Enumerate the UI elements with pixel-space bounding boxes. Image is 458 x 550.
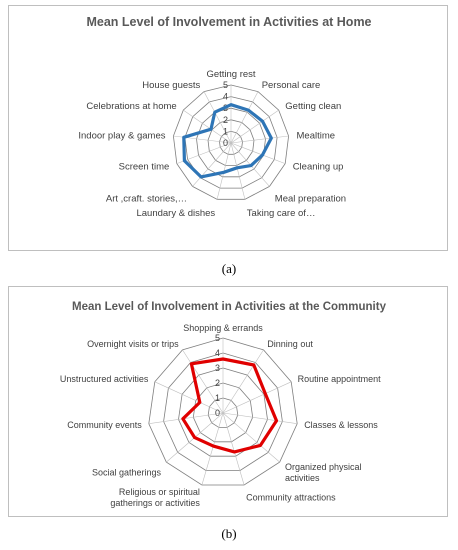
radial-tick-label: 5 bbox=[223, 80, 228, 90]
grid-ring bbox=[219, 130, 243, 155]
data-point bbox=[259, 444, 262, 447]
data-point bbox=[235, 166, 239, 170]
axis-spoke bbox=[222, 412, 298, 424]
axis-spoke bbox=[222, 381, 292, 414]
radial-tick-label: 3 bbox=[215, 363, 220, 373]
radar-chart-community: Mean Level of Involvement in Activities … bbox=[60, 301, 387, 508]
chart-panel-community: Mean Level of Involvement in Activities … bbox=[8, 286, 448, 517]
radial-tick-label: 1 bbox=[215, 393, 220, 403]
data-point bbox=[209, 127, 213, 131]
grid-ring bbox=[207, 397, 239, 428]
data-point bbox=[190, 362, 193, 366]
data-point bbox=[270, 136, 273, 140]
data-point bbox=[275, 419, 278, 422]
axis-label: Shopping & errands bbox=[183, 323, 263, 333]
data-point bbox=[193, 436, 196, 439]
data-point bbox=[199, 175, 203, 179]
chart-title: Mean Level of Involvement in Activities … bbox=[72, 301, 387, 313]
radial-tick-label: 1 bbox=[223, 126, 228, 136]
axis-spoke bbox=[148, 412, 224, 424]
axis-label: Personal care bbox=[262, 80, 321, 91]
data-point bbox=[233, 450, 236, 454]
data-point bbox=[182, 136, 186, 139]
grid-ring bbox=[196, 107, 266, 178]
series-line bbox=[181, 357, 279, 454]
axis-spoke bbox=[230, 91, 259, 144]
data-point bbox=[261, 153, 264, 157]
data-point bbox=[229, 103, 233, 106]
data-point bbox=[213, 110, 217, 114]
axis-spoke bbox=[222, 412, 245, 486]
axis-spoke bbox=[154, 381, 224, 414]
axis-spoke bbox=[230, 109, 279, 144]
data-point bbox=[222, 171, 226, 174]
axis-spoke bbox=[182, 349, 224, 414]
radar-chart-home: Mean Level of Involvement in Activities … bbox=[78, 15, 371, 219]
radial-tick-label: 4 bbox=[223, 92, 228, 102]
axis-label: Community events bbox=[67, 420, 142, 430]
axis-label: Taking care of… bbox=[247, 208, 316, 219]
radial-tick-label: 2 bbox=[215, 378, 220, 388]
chart-title: Mean Level of Involvement in Activities … bbox=[86, 15, 371, 29]
axis-spoke bbox=[230, 142, 286, 164]
axis-spoke bbox=[222, 412, 280, 463]
data-point bbox=[261, 120, 264, 123]
axis-spoke bbox=[201, 412, 224, 486]
axis-spoke bbox=[230, 135, 289, 144]
axis-spoke bbox=[183, 109, 232, 144]
caption-a: (a) bbox=[221, 261, 237, 276]
axis-label: Getting clean bbox=[285, 101, 341, 112]
data-point bbox=[249, 164, 253, 167]
grid-ring bbox=[172, 84, 290, 200]
data-point bbox=[212, 444, 215, 448]
axis-label: Unstructured activities bbox=[60, 374, 149, 384]
axis-label: House guests bbox=[142, 80, 200, 91]
axis-spoke bbox=[222, 349, 264, 414]
axis-label: Dinning out bbox=[267, 339, 313, 349]
chart-panel-home: Mean Level of Involvement in Activities … bbox=[8, 5, 448, 251]
axis-label: Mealtime bbox=[297, 130, 336, 141]
axis-label: Indoor play & games bbox=[78, 130, 165, 141]
radial-tick-label: 0 bbox=[215, 408, 220, 418]
axis-label: Art ,craft. stories,… bbox=[106, 194, 187, 205]
axis-label: Meal preparation bbox=[275, 194, 346, 205]
axis-label: Celebrations at home bbox=[86, 101, 176, 112]
data-point bbox=[247, 108, 250, 112]
axis-spoke bbox=[192, 142, 232, 187]
data-point bbox=[264, 392, 267, 395]
axis-label: Cleaning up bbox=[293, 162, 344, 173]
data-point bbox=[181, 417, 185, 421]
axis-label: Getting rest bbox=[206, 69, 255, 80]
axis-label: Screen time bbox=[119, 162, 170, 173]
axis-label: Routine appointment bbox=[298, 374, 382, 384]
radial-tick-label: 5 bbox=[215, 333, 220, 343]
data-point bbox=[183, 159, 186, 162]
axis-label: Social gatherings bbox=[92, 467, 162, 477]
axis-label: Classes & lessons bbox=[304, 420, 378, 430]
radial-tick-label: 4 bbox=[215, 348, 220, 358]
series-line bbox=[182, 103, 273, 179]
axis-label: Laundary & dishes bbox=[136, 208, 215, 219]
radial-tick-label: 0 bbox=[223, 138, 228, 148]
data-point bbox=[221, 357, 225, 361]
axis-spoke bbox=[230, 142, 246, 200]
grid-ring bbox=[207, 119, 255, 166]
axis-spoke bbox=[203, 91, 232, 144]
grid-ring bbox=[178, 367, 268, 457]
grid-ring bbox=[163, 352, 283, 472]
radial-tick-label: 2 bbox=[223, 115, 228, 125]
axis-label: Religious or spiritual gatherings or acti… bbox=[110, 487, 200, 508]
grid-ring bbox=[148, 337, 298, 486]
caption-b: (b) bbox=[221, 526, 237, 541]
axis-label: Community attractions bbox=[246, 492, 336, 502]
data-point bbox=[198, 401, 202, 404]
axis-label: Organized physical activities bbox=[285, 462, 362, 483]
data-point bbox=[252, 363, 256, 367]
grid-ring bbox=[184, 96, 278, 189]
axis-label: Overnight visits or trips bbox=[87, 339, 179, 349]
